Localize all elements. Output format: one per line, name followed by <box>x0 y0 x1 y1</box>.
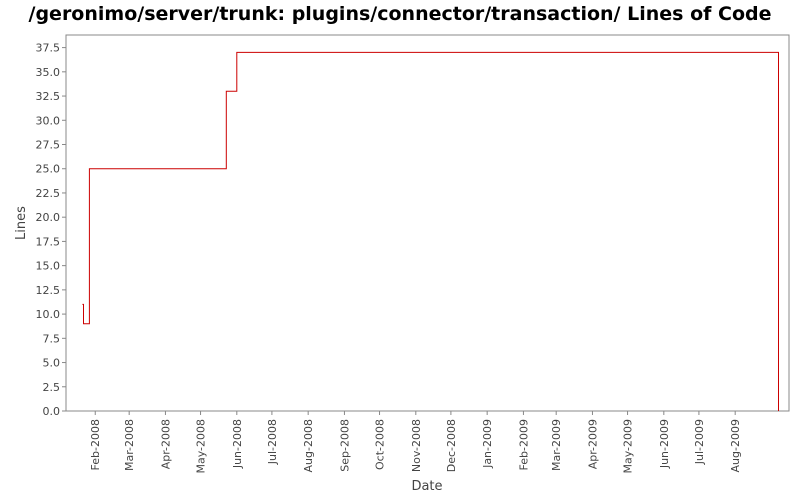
x-tick-label: Apr-2009 <box>586 419 599 469</box>
y-tick-label: 20.0 <box>36 211 61 224</box>
y-tick-label: 12.5 <box>36 284 61 297</box>
y-tick-label: 0.0 <box>43 405 61 418</box>
y-axis-label: Lines <box>14 206 29 240</box>
x-tick-label: Jun-2009 <box>658 419 671 469</box>
y-tick-label: 25.0 <box>36 163 61 176</box>
y-tick-label: 32.5 <box>36 90 61 103</box>
series-line <box>82 51 779 411</box>
x-tick-label: Sep-2008 <box>338 419 351 472</box>
y-tick-label: 37.5 <box>36 42 61 55</box>
x-tick-label: Apr-2008 <box>159 419 172 469</box>
y-tick-label: 2.5 <box>43 381 61 394</box>
y-axis: 0.0 2.5 5.0 7.5 10.0 12.5 15.0 17.5 20.0 22.5 25.0… <box>36 42 66 418</box>
y-tick-label: 17.5 <box>36 235 61 248</box>
y-tick-label: 27.5 <box>36 139 61 152</box>
chart-title: /geronimo/server/trunk: plugins/connecto… <box>28 3 772 25</box>
y-tick-label: 35.0 <box>36 66 61 79</box>
x-tick-label: Jul-2008 <box>266 419 279 465</box>
x-tick-label: Dec-2008 <box>445 419 458 472</box>
y-tick-label: 15.0 <box>36 260 61 273</box>
y-tick-label: 22.5 <box>36 187 61 200</box>
y-tick-label: 10.0 <box>36 308 61 321</box>
y-tick-label: 5.0 <box>43 357 61 370</box>
x-tick-label: May-2009 <box>622 419 635 474</box>
x-tick-label: Aug-2009 <box>729 419 742 472</box>
x-tick-label: Aug-2008 <box>302 419 315 472</box>
x-tick-label: Mar-2008 <box>123 419 136 471</box>
x-tick-label: Oct-2008 <box>374 419 387 470</box>
x-tick-label: Jan-2009 <box>481 419 494 469</box>
x-axis-label: Date <box>411 479 442 494</box>
x-tick-label: Jul-2009 <box>693 419 706 465</box>
x-tick-label: Jun-2008 <box>231 419 244 469</box>
x-tick-label: May-2008 <box>195 419 208 474</box>
series-layer <box>82 51 779 411</box>
x-tick-label: Feb-2008 <box>89 419 102 470</box>
x-tick-label: Mar-2009 <box>550 419 563 471</box>
x-axis: Feb-2008 Mar-2008 Apr-2008 May-2008 Jun-2008… <box>89 411 742 474</box>
x-tick-label: Nov-2008 <box>410 419 423 472</box>
plot-background <box>65 34 790 412</box>
x-tick-label: Feb-2009 <box>517 419 530 470</box>
y-tick-label: 30.0 <box>36 114 61 127</box>
y-tick-label: 7.5 <box>43 332 61 345</box>
